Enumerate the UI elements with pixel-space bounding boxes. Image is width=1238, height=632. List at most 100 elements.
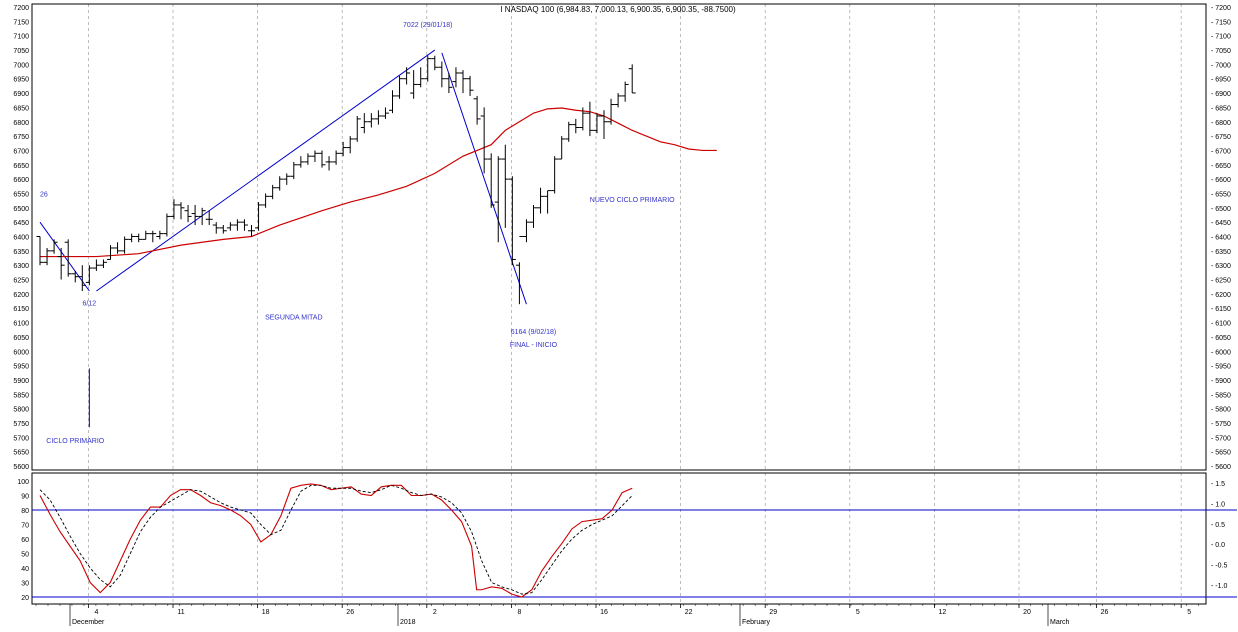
ohlc-bar	[593, 113, 601, 134]
trend-line	[96, 49, 436, 292]
y-tick-label-right: - 7100	[1211, 34, 1231, 41]
y-tick-label-left: 7200	[13, 5, 29, 12]
y-tick-label-left: 6200	[13, 292, 29, 299]
y-tick-label-right: - 6550	[1211, 191, 1231, 198]
ohlc-bar	[297, 156, 305, 168]
ohlc-bar	[71, 270, 79, 283]
y-tick-label-left: 7000	[13, 62, 29, 69]
y-tick-label-left: 6400	[13, 235, 29, 242]
ohlc-bar	[156, 230, 164, 240]
osc-tick-label-left: 20	[21, 595, 29, 602]
osc-tick-label-right: - 0.5	[1211, 522, 1225, 529]
y-tick-label-right: - 6450	[1211, 220, 1231, 227]
ohlc-bar	[205, 210, 213, 226]
y-tick-label-left: 6000	[13, 349, 29, 356]
ohlc-bar	[255, 202, 263, 231]
y-tick-label-right: - 6650	[1211, 163, 1231, 170]
main-panel-frame	[31, 3, 1207, 471]
oscillator-main-line	[39, 483, 633, 598]
ohlc-bar	[480, 107, 488, 174]
y-tick-label-right: - 6750	[1211, 134, 1231, 141]
y-tick-label-right: - 5850	[1211, 392, 1231, 399]
ohlc-bar	[452, 67, 460, 88]
y-tick-label-right: - 6300	[1211, 263, 1231, 270]
osc-tick-label-left: 30	[21, 581, 29, 588]
ohlc-bar	[149, 230, 157, 243]
ohlc-bar	[128, 233, 136, 243]
y-tick-label-left: 5650	[13, 450, 29, 457]
osc-tick-label-left: 80	[21, 508, 29, 515]
ohlc-bar	[248, 225, 255, 237]
y-tick-label-left: 6050	[13, 335, 29, 342]
x-tick-label: 26	[346, 609, 354, 616]
y-tick-label-right: - 5750	[1211, 421, 1231, 428]
y-tick-label-right: - 7000	[1211, 62, 1231, 69]
chart-annotation: 26	[40, 191, 48, 198]
ohlc-bar	[459, 70, 467, 94]
chart-annotation: NUEVO CICLO PRIMARIO	[590, 197, 675, 204]
osc-tick-label-right: - 0.0	[1211, 542, 1225, 549]
axes-layer: 5600 - 5600 5650 - 5650 5700 - 5700 5750 - 5750…	[13, 5, 1231, 626]
y-tick-label-right: - 6250	[1211, 278, 1231, 285]
osc-tick-label-right: - -0.5	[1211, 563, 1227, 570]
osc-tick-label-left: 60	[21, 537, 29, 544]
ohlc-bar	[240, 219, 248, 231]
oscillator-signal-line	[39, 484, 633, 595]
x-tick-label: 5	[1187, 609, 1191, 616]
ohlc-bar	[353, 116, 361, 142]
osc-tick-label-right: - 1.5	[1211, 481, 1225, 488]
y-tick-label-left: 5750	[13, 421, 29, 428]
y-tick-label-left: 6300	[13, 263, 29, 270]
y-tick-label-left: 6550	[13, 191, 29, 198]
x-tick-label: 22	[685, 609, 693, 616]
y-tick-label-left: 6850	[13, 105, 29, 112]
ohlc-bar	[466, 75, 474, 96]
y-tick-label-right: - 6350	[1211, 249, 1231, 256]
ohlc-bar	[360, 113, 368, 134]
y-tick-label-left: 6500	[13, 206, 29, 213]
ohlc-bar	[311, 150, 319, 162]
ohlc-bar	[508, 176, 516, 266]
ohlc-bar	[579, 107, 587, 131]
y-tick-label-right: - 6000	[1211, 349, 1231, 356]
ohlc-bar	[396, 75, 404, 99]
ohlc-bar	[389, 90, 396, 114]
x-tick-label: 4	[94, 609, 98, 616]
ohlc-bar	[381, 107, 389, 119]
grid-layer	[88, 4, 1182, 604]
ohlc-bars	[36, 55, 636, 305]
ohlc-bar	[92, 259, 100, 271]
y-tick-label-left: 6600	[13, 177, 29, 184]
ohlc-bar	[403, 67, 411, 85]
ohlc-bar	[424, 55, 432, 82]
ohlc-bar	[473, 95, 481, 125]
chart-annotation: 6/12	[83, 300, 97, 307]
y-tick-label-left: 5950	[13, 364, 29, 371]
y-tick-label-left: 6950	[13, 77, 29, 84]
y-tick-label-left: 6100	[13, 321, 29, 328]
ohlc-bar	[551, 156, 559, 194]
y-tick-label-left: 6350	[13, 249, 29, 256]
trend-line	[441, 52, 527, 305]
y-tick-label-right: - 6600	[1211, 177, 1231, 184]
ohlc-bar	[107, 245, 114, 260]
y-tick-label-right: - 6800	[1211, 120, 1231, 127]
y-tick-label-left: 6900	[13, 91, 29, 98]
ohlc-bar	[586, 101, 594, 137]
osc-tick-label-right: - -1.0	[1211, 583, 1227, 590]
ohlc-bar	[487, 153, 495, 208]
ohlc-bar	[438, 61, 446, 88]
y-tick-label-right: - 6100	[1211, 321, 1231, 328]
ohlc-bar	[163, 213, 171, 237]
ohlc-bar	[99, 259, 107, 269]
panel-frames	[31, 3, 1207, 605]
ohlc-bar	[78, 265, 86, 292]
y-tick-label-left: 6700	[13, 148, 29, 155]
ohlc-bar	[290, 161, 298, 180]
y-tick-label-right: - 5600	[1211, 464, 1231, 471]
y-tick-label-right: - 5900	[1211, 378, 1231, 385]
ohlc-bar	[325, 156, 333, 171]
ohlc-bar	[558, 136, 566, 160]
ohlc-bar	[57, 247, 65, 280]
